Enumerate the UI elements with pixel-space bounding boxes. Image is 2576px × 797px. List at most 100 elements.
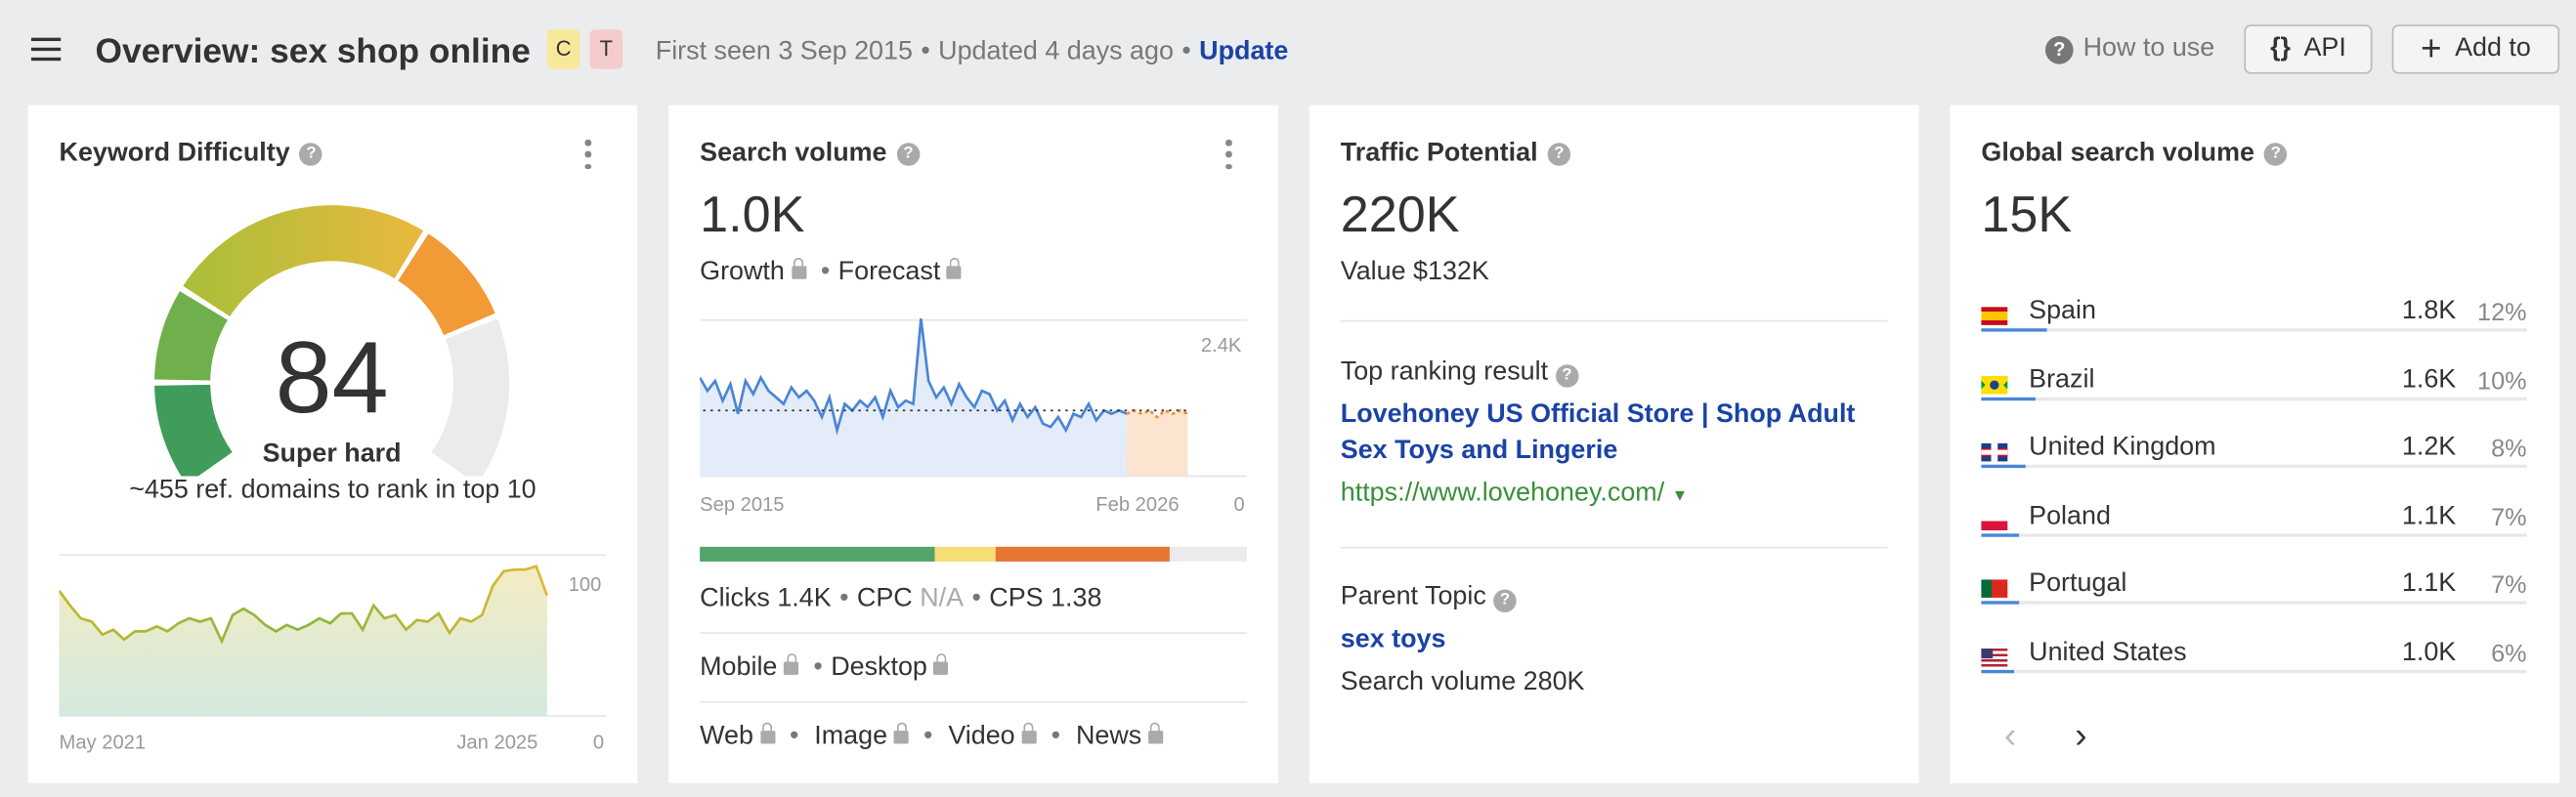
lock-icon — [893, 722, 909, 744]
more-options-icon[interactable] — [1225, 139, 1232, 170]
lock-icon — [784, 653, 799, 675]
lock-icon — [1021, 722, 1037, 744]
country-row-us[interactable]: United States 1.0K 6% — [1981, 637, 2527, 706]
intent-badge-t: T — [589, 29, 623, 69]
distribution-segment — [934, 546, 996, 562]
plus-icon: + — [2420, 27, 2442, 69]
country-row-pt[interactable]: Portugal 1.1K 7% — [1981, 568, 2527, 638]
country-share-bar — [1981, 328, 2527, 332]
forecast-label: Forecast — [837, 257, 941, 286]
help-icon[interactable]: ? — [2264, 143, 2288, 166]
tp-title-text: Traffic Potential — [1340, 139, 1538, 168]
flag-pt-icon — [1981, 580, 2008, 599]
country-share-bar — [1981, 533, 2527, 537]
kd-title-text: Keyword Difficulty — [59, 139, 290, 168]
country-name: Brazil — [2029, 365, 2095, 394]
help-icon[interactable]: ? — [1547, 143, 1571, 166]
flag-es-icon — [1981, 307, 2008, 325]
country-row-es[interactable]: Spain 1.8K 12% — [1981, 296, 2527, 365]
add-to-button[interactable]: + Add to — [2391, 24, 2560, 74]
api-button[interactable]: {} API — [2244, 24, 2373, 74]
kd-note: ~455 ref. domains to rank in top 10 — [129, 476, 537, 505]
sv-axis-end: Feb 2026 — [1095, 492, 1180, 516]
country-volume: 1.6K — [2401, 365, 2457, 394]
how-to-use-label: How to use — [2082, 34, 2215, 63]
help-icon[interactable]: ? — [1555, 364, 1579, 388]
country-row-gb[interactable]: United Kingdom 1.2K 8% — [1981, 432, 2527, 501]
tp-value: 220K — [1340, 185, 1460, 243]
caret-down-icon[interactable]: ▼ — [1671, 487, 1689, 506]
device-row: Mobile • Desktop — [700, 653, 955, 683]
country-row-br[interactable]: Brazil 1.6K 10% — [1981, 364, 2527, 434]
help-icon: ? — [2044, 35, 2074, 63]
country-row-pl[interactable]: Poland 1.1K 7% — [1981, 500, 2527, 569]
distribution-segment — [1170, 546, 1247, 562]
lock-icon — [933, 653, 949, 675]
country-share-bar — [1981, 465, 2527, 469]
cps: CPS 1.38 — [989, 584, 1102, 613]
help-icon[interactable]: ? — [1493, 589, 1517, 613]
gsv-title-text: Global search volume — [1981, 139, 2254, 168]
update-link[interactable]: Update — [1199, 37, 1289, 66]
next-page-icon[interactable]: › — [2075, 714, 2087, 756]
prev-page-icon[interactable]: ‹ — [2003, 714, 2017, 756]
parent-topic-link[interactable]: sex toys — [1340, 625, 1446, 654]
updated: Updated 4 days ago — [938, 37, 1174, 66]
growth-label: Growth — [700, 257, 785, 286]
help-icon[interactable]: ? — [299, 143, 323, 166]
sv-axis-max: 2.4K — [1200, 333, 1242, 357]
top-ranking-title-link[interactable]: Lovehoney US Official Store | Shop Adult… — [1340, 400, 1856, 465]
serp-video: Video — [948, 722, 1015, 751]
serp-image: Image — [814, 722, 888, 751]
country-share-bar — [1981, 669, 2527, 674]
kd-gauge — [154, 205, 510, 477]
sv-title: Search volume? — [700, 139, 921, 169]
kd-level: Super hard — [262, 440, 402, 469]
country-percent: 6% — [2491, 640, 2527, 669]
gsv-title: Global search volume? — [1981, 139, 2288, 169]
help-icon[interactable]: ? — [896, 143, 921, 166]
top-ranking-label-text: Top ranking result — [1340, 357, 1549, 387]
first-seen: First seen 3 Sep 2015 — [655, 37, 913, 66]
kd-trend-chart — [59, 554, 607, 717]
how-to-use-link[interactable]: ? How to use — [2044, 34, 2215, 63]
country-percent: 7% — [2491, 571, 2527, 601]
desktop-label: Desktop — [831, 653, 927, 682]
distribution-segment — [700, 546, 935, 562]
intent-badge-c: C — [546, 29, 580, 69]
menu-icon[interactable] — [30, 37, 62, 62]
clicks: Clicks 1.4K — [700, 584, 832, 613]
lock-icon — [1147, 722, 1164, 744]
api-label: API — [2303, 34, 2346, 63]
top-ranking-label: Top ranking result ? — [1340, 357, 1579, 388]
braces-icon: {} — [2270, 34, 2292, 63]
top-ranking-url-text[interactable]: https://www.lovehoney.com/ — [1340, 479, 1665, 508]
sv-trend-area — [700, 318, 1128, 477]
gauge-segment-medium — [154, 291, 228, 381]
parent-topic-label-text: Parent Topic — [1340, 582, 1486, 611]
gsv-value: 15K — [1981, 185, 2073, 243]
more-options-icon[interactable] — [584, 139, 591, 170]
top-ranking-url[interactable]: https://www.lovehoney.com/ ▼ — [1341, 480, 1689, 509]
clicks-cpc-cps: Clicks 1.4K • CPC N/A • CPS 1.38 — [700, 584, 1102, 613]
gauge-segment-very-hard — [398, 233, 495, 336]
lock-icon — [791, 257, 806, 279]
sv-trend-line — [700, 318, 1128, 436]
country-name: United Kingdom — [2029, 434, 2216, 462]
flag-gb-icon — [1981, 443, 2008, 462]
country-volume: 1.2K — [2401, 434, 2457, 462]
sv-axis-start: Sep 2015 — [700, 492, 785, 516]
header-meta: First seen 3 Sep 2015 • Updated 4 days ago… — [655, 37, 1289, 66]
country-name: Portugal — [2029, 569, 2127, 599]
country-name: Spain — [2029, 297, 2096, 325]
kd-value: 84 — [275, 321, 389, 436]
page-header: Overview: sex shop online C T First seen… — [0, 0, 2576, 105]
sv-title-text: Search volume — [700, 139, 887, 168]
sv-forecast-area — [1127, 410, 1188, 477]
country-percent: 12% — [2477, 298, 2527, 327]
sv-axis-min: 0 — [1233, 492, 1245, 516]
clicks-distribution-bar — [700, 546, 1247, 562]
sv-trend-chart — [700, 318, 1247, 478]
kd-trend-area — [59, 566, 547, 716]
flag-us-icon — [1981, 649, 2008, 667]
